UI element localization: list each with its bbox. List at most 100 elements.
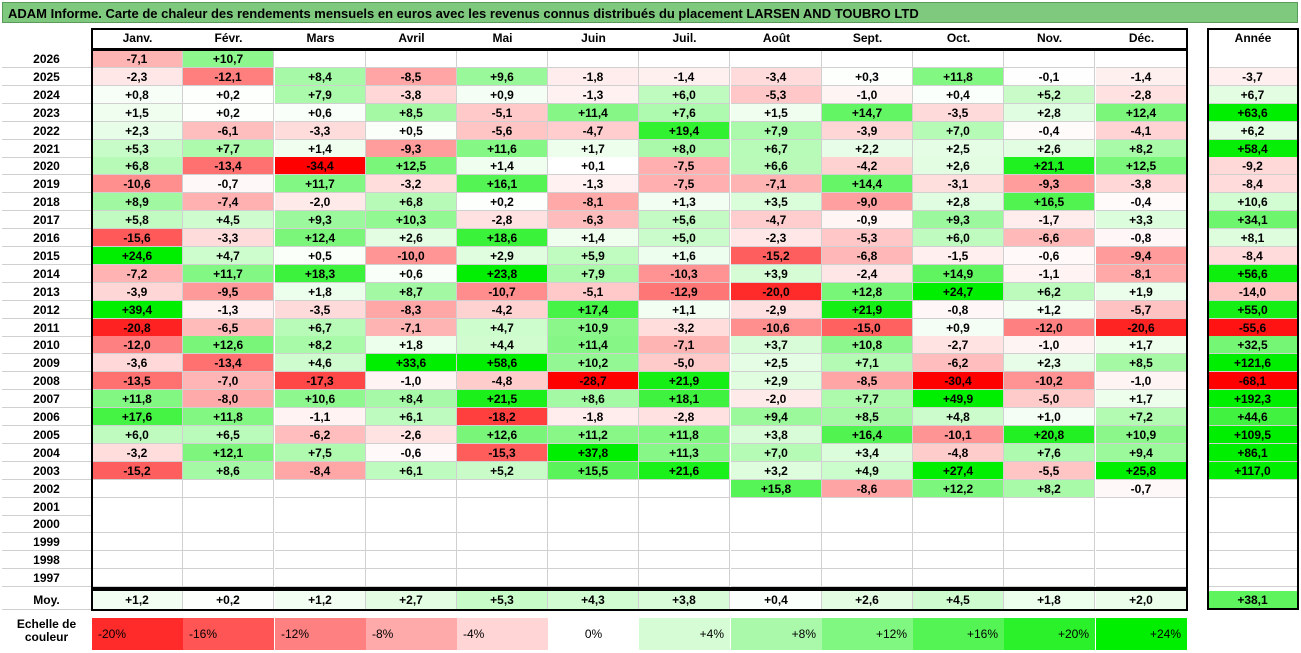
heatmap-cell: +2,3 bbox=[1004, 354, 1095, 373]
heatmap-cell: +21,9 bbox=[822, 300, 913, 319]
heatmap-cell: +3,9 bbox=[731, 264, 822, 283]
year-label: 2000 bbox=[2, 515, 91, 534]
heatmap-cell bbox=[822, 569, 913, 588]
heatmap-cell bbox=[548, 533, 639, 552]
heatmap-cell: +7,5 bbox=[275, 443, 366, 462]
heatmap-cell bbox=[639, 569, 730, 588]
heatmap-cell: +4,8 bbox=[913, 408, 1004, 426]
heatmap-cell: -6,5 bbox=[183, 318, 274, 337]
annual-cell: -8,4 bbox=[1208, 175, 1298, 194]
heatmap-cell: +8,6 bbox=[183, 461, 274, 480]
heatmap-cell: +12,5 bbox=[366, 157, 457, 176]
year-label: 1997 bbox=[2, 569, 91, 588]
heatmap-cell: +1,8 bbox=[275, 282, 366, 301]
heatmap-cell: -7,0 bbox=[183, 372, 274, 391]
heatmap-cell: +5,9 bbox=[548, 246, 639, 265]
heatmap-cell bbox=[457, 50, 548, 68]
heatmap-cell: -3,8 bbox=[366, 85, 457, 104]
heatmap-cell: -9,0 bbox=[822, 193, 913, 212]
heatmap-cell: +0,4 bbox=[913, 85, 1004, 104]
heatmap-cell: -8,0 bbox=[183, 390, 274, 409]
heatmap-cell: +2,3 bbox=[92, 121, 183, 140]
heatmap-cell bbox=[913, 551, 1004, 570]
heatmap-cell: +3,2 bbox=[731, 461, 822, 480]
heatmap-cell bbox=[1004, 50, 1095, 68]
heatmap-cell bbox=[822, 497, 913, 516]
heatmap-cell: +2,6 bbox=[1004, 139, 1095, 158]
heatmap-cell: +1,7 bbox=[1096, 390, 1187, 409]
heatmap-cell: +11,6 bbox=[457, 139, 548, 158]
heatmap-cell: +3,5 bbox=[731, 193, 822, 212]
heatmap-cell: +6,6 bbox=[731, 157, 822, 176]
heatmap-cell: +1,3 bbox=[639, 193, 730, 212]
heatmap-cell bbox=[731, 533, 822, 552]
heatmap-cell: +7,9 bbox=[731, 121, 822, 140]
heatmap-cell: +5,6 bbox=[639, 211, 730, 230]
heatmap-cell: -6,2 bbox=[913, 354, 1004, 373]
heatmap-cell: -20,6 bbox=[1096, 318, 1187, 337]
heatmap-cell: -9,3 bbox=[366, 139, 457, 158]
heatmap-cell: +10,8 bbox=[822, 336, 913, 355]
heatmap-cell bbox=[548, 50, 639, 68]
year-label: 2017 bbox=[2, 211, 91, 230]
heatmap-cell bbox=[183, 479, 274, 498]
year-label: 2007 bbox=[2, 390, 91, 409]
heatmap-cell: +12,8 bbox=[822, 282, 913, 301]
heatmap-cell: +11,4 bbox=[548, 336, 639, 355]
heatmap-cell: +8,5 bbox=[366, 103, 457, 122]
heatmap-cell bbox=[913, 497, 1004, 516]
heatmap-cell: +7,6 bbox=[639, 103, 730, 122]
heatmap-cell: +7,0 bbox=[913, 121, 1004, 140]
heatmap-cell: +1,5 bbox=[731, 103, 822, 122]
heatmap-cell: -0,9 bbox=[822, 211, 913, 230]
heatmap-cell bbox=[366, 497, 457, 516]
heatmap-cell bbox=[913, 515, 1004, 534]
annual-cell: -9,2 bbox=[1208, 157, 1298, 176]
heatmap-cell: -1,3 bbox=[548, 85, 639, 104]
heatmap-cell: -2,0 bbox=[731, 390, 822, 409]
heatmap-cell: +1,0 bbox=[1004, 408, 1095, 426]
annual-cell: +58,4 bbox=[1208, 139, 1298, 158]
heatmap-cell: +12,5 bbox=[1096, 157, 1187, 176]
heatmap-cell: -1,0 bbox=[1096, 372, 1187, 391]
heatmap-cell: +2,5 bbox=[731, 354, 822, 373]
color-scale-cell: +20% bbox=[1004, 618, 1095, 650]
color-scale-cell: +12% bbox=[822, 618, 913, 650]
heatmap-cell bbox=[1096, 533, 1187, 552]
heatmap-cell: -8,1 bbox=[548, 193, 639, 212]
heatmap-cell: +1,6 bbox=[639, 246, 730, 265]
heatmap-cell: +58,6 bbox=[457, 354, 548, 373]
heatmap-cell: -12,0 bbox=[92, 336, 183, 355]
heatmap-cell: -4,1 bbox=[1096, 121, 1187, 140]
heatmap-cell: +0,9 bbox=[913, 318, 1004, 337]
heatmap-cell bbox=[366, 569, 457, 588]
heatmap-cell: +0,1 bbox=[548, 157, 639, 176]
heatmap-cell: +12,4 bbox=[275, 229, 366, 247]
heatmap-cell: -8,1 bbox=[1096, 264, 1187, 283]
year-label: 2009 bbox=[2, 354, 91, 373]
heatmap-cell bbox=[639, 497, 730, 516]
heatmap-cell bbox=[1096, 515, 1187, 534]
month-header: Nov. bbox=[1036, 31, 1063, 45]
month-header: Juil. bbox=[672, 31, 697, 45]
heatmap-cell: -6,8 bbox=[822, 246, 913, 265]
heatmap-cell bbox=[1004, 533, 1095, 552]
heatmap-cell: -3,6 bbox=[92, 354, 183, 373]
heatmap-cell bbox=[822, 50, 913, 68]
heatmap-cell: -12,1 bbox=[183, 67, 274, 86]
annual-cell: +121,6 bbox=[1208, 354, 1298, 373]
heatmap-cell: +5,2 bbox=[457, 461, 548, 480]
year-label: 2003 bbox=[2, 462, 91, 480]
heatmap-cell: +39,4 bbox=[92, 300, 183, 319]
heatmap-cell: -0,4 bbox=[1004, 121, 1095, 140]
year-label: 2011 bbox=[2, 319, 91, 337]
heatmap-cell: +8,2 bbox=[1004, 479, 1095, 498]
heatmap-cell: +1,9 bbox=[1096, 282, 1187, 301]
year-label: 2013 bbox=[2, 283, 91, 301]
annual-cell: +32,5 bbox=[1208, 336, 1298, 355]
heatmap-cell: +8,6 bbox=[548, 390, 639, 409]
year-label: 2024 bbox=[2, 86, 91, 104]
heatmap-cell: -13,5 bbox=[92, 372, 183, 391]
annual-cell: +10,6 bbox=[1208, 193, 1298, 212]
heatmap-cell: +8,4 bbox=[366, 390, 457, 409]
